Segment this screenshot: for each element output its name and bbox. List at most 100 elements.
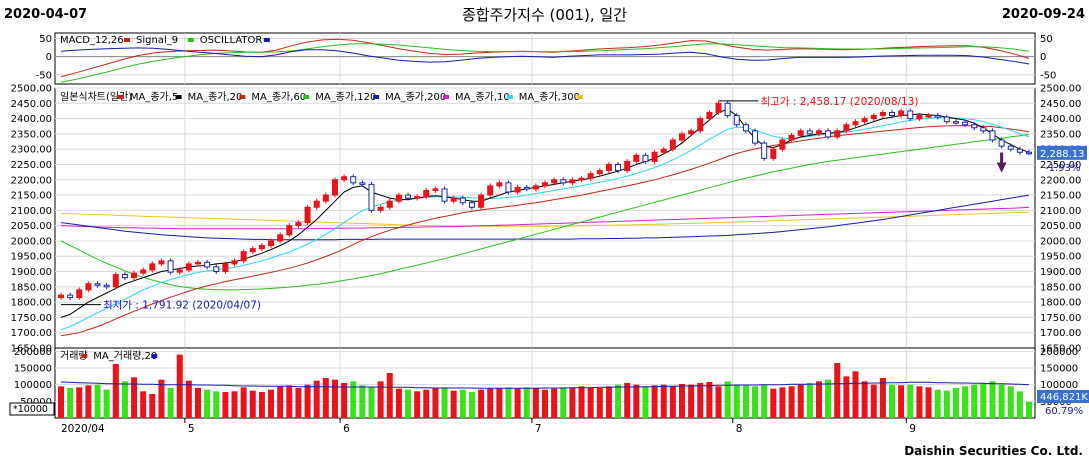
price-ma60-line	[60, 134, 1030, 291]
price-ma300-line	[60, 211, 1030, 227]
candle-body	[569, 179, 576, 184]
candle-body	[240, 251, 247, 262]
macd-tick-right: 0	[1040, 52, 1046, 63]
macd-tick-right: 50	[1040, 34, 1053, 45]
candle-body	[213, 266, 220, 273]
volume-tick-left: 150000	[14, 364, 52, 375]
candle-body	[980, 127, 987, 132]
price-legend-label: MA_종가,300	[519, 91, 580, 103]
volume-bar	[907, 384, 914, 418]
macd-legend-swatch	[124, 38, 130, 42]
volume-bar	[934, 389, 941, 418]
price-ma200-line	[60, 206, 1030, 230]
price-tick-right: 2050.00	[1040, 221, 1081, 232]
price-tick-right: 1800.00	[1040, 298, 1081, 309]
candle-body	[441, 188, 448, 202]
volume-pct-label: 60.79%	[1045, 406, 1083, 417]
volume-bar	[240, 387, 247, 418]
price-tick-right: 1950.00	[1040, 252, 1081, 263]
candle-body	[578, 177, 585, 181]
price-legend-label: MA_종가,20	[188, 91, 243, 103]
volume-bar	[76, 387, 83, 418]
price-tick-right: 2450.00	[1040, 99, 1081, 110]
volume-bar	[496, 388, 503, 418]
volume-bar	[642, 386, 649, 418]
macd-legend-swatch	[187, 38, 194, 42]
volume-bar	[304, 384, 311, 418]
candle-body	[468, 202, 475, 208]
volume-legend-label: 거래량	[60, 350, 88, 362]
candle-body	[925, 115, 932, 118]
volume-ma20-line	[60, 381, 1030, 389]
price-tick-left: 2000.00	[11, 236, 52, 247]
candle-body	[350, 176, 357, 184]
volume-bar	[450, 390, 457, 418]
volume-bar	[103, 389, 110, 418]
volume-bar	[377, 381, 384, 418]
candle-body	[185, 263, 192, 271]
candle-body	[834, 130, 841, 138]
volume-bar	[249, 390, 256, 418]
volume-bar	[1026, 402, 1032, 418]
volume-panel: 200000 200000 150000 150000 100000 100000 5000…	[9, 347, 1089, 419]
last-price: 2,288.13	[1040, 149, 1085, 160]
volume-bar	[331, 379, 338, 418]
price-tick-left: 1750.00	[11, 313, 52, 324]
price-tick-right: 2250.00	[1040, 160, 1081, 171]
candle-body	[432, 188, 439, 191]
candle-body	[249, 248, 256, 253]
volume-legend-swatch	[151, 354, 158, 358]
volume-tick-right: 200000	[1040, 347, 1078, 358]
price-tick-left: 1650.00	[11, 344, 52, 355]
volume-bar	[341, 383, 348, 418]
macd-panel: 50 50 0 0 -50 -50 MACD_12,26 Signal_9 OSCILLATOR	[36, 32, 1056, 85]
macd-line-signal	[60, 43, 1030, 83]
macd-legend-label: MACD_12,26	[60, 35, 124, 46]
volume-tick-left: 50000	[20, 397, 52, 408]
candle-body	[496, 182, 503, 187]
candle-body	[742, 124, 749, 132]
volume-bar	[943, 390, 950, 418]
candle-body	[386, 200, 393, 208]
candle-body	[724, 102, 731, 117]
volume-value-box	[1037, 390, 1089, 403]
candle-body	[861, 118, 868, 123]
volume-bar	[870, 384, 877, 418]
volume-bar	[459, 389, 466, 418]
volume-bar	[487, 388, 494, 418]
volume-bar	[213, 391, 220, 418]
candle-body	[934, 115, 941, 118]
candle-body	[58, 294, 64, 299]
price-tick-right: 2150.00	[1040, 191, 1081, 202]
volume-tick-left: 100000	[14, 380, 52, 391]
volume-bar	[715, 386, 722, 418]
change-pct: -1.93%	[1045, 163, 1080, 174]
candle-body	[998, 139, 1005, 147]
x-month-label: 2020/04	[61, 423, 105, 435]
price-legend-label: MA_종가,10	[455, 91, 510, 103]
candle-body	[167, 260, 174, 273]
volume-tick-left: 200000	[14, 347, 52, 358]
volume-bar	[752, 386, 759, 418]
candle-body	[121, 274, 128, 279]
candle-body	[989, 130, 996, 141]
volume-bar	[468, 392, 475, 418]
candle-body	[907, 110, 914, 120]
volume-bar	[231, 391, 238, 418]
macd-legend-label: OSCILLATOR	[200, 35, 263, 46]
volume-bar	[222, 392, 229, 418]
candle-body	[112, 274, 119, 288]
price-legend-swatch	[117, 95, 124, 99]
volume-bar	[651, 385, 658, 418]
volume-bar	[368, 387, 375, 418]
volume-bar	[523, 387, 530, 418]
price-tick-left: 1900.00	[11, 267, 52, 278]
candle-body	[605, 163, 612, 172]
price-tick-left: 2450.00	[11, 99, 52, 110]
volume-bar	[843, 376, 850, 418]
volume-bar	[194, 388, 201, 418]
candle-body	[587, 173, 594, 179]
macd-tick-left: 0	[46, 52, 52, 63]
candle-body	[542, 182, 548, 187]
candle-body	[870, 115, 877, 120]
